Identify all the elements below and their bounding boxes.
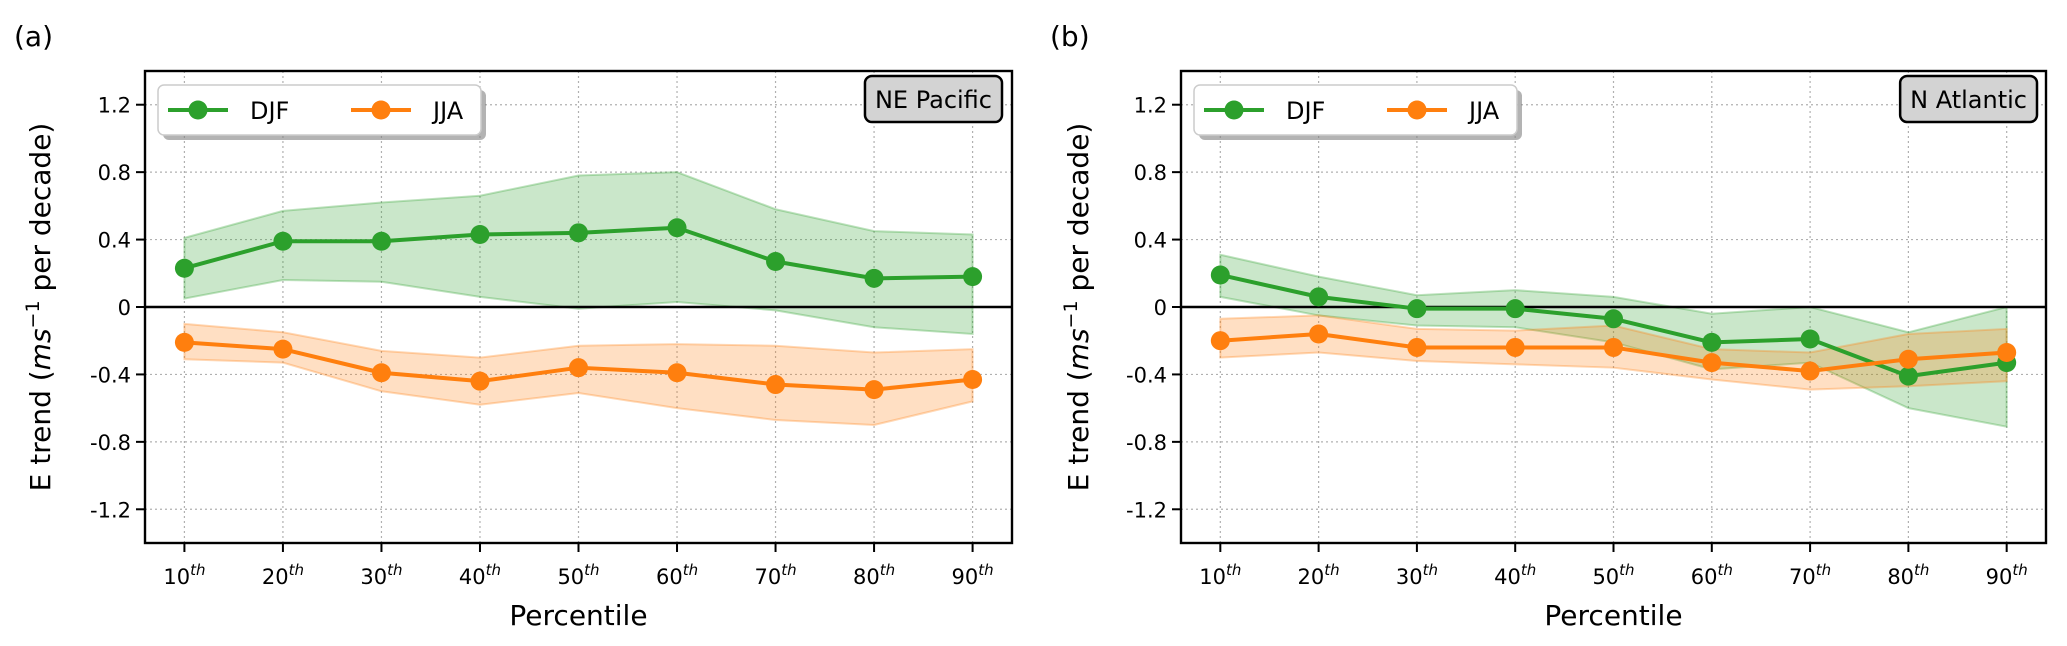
ytick-label: 1.2: [1134, 94, 1167, 118]
point-djf: [569, 223, 588, 243]
point-jja: [470, 371, 490, 391]
point-djf: [470, 225, 490, 245]
region-annotation-text: N Atlantic: [1910, 86, 2027, 114]
xtick-label: 60th: [656, 561, 698, 589]
y-axis-label: E trend (ms−1 per decade): [1060, 123, 1095, 492]
y-axis-label: E trend (ms−1 per decade): [22, 123, 57, 492]
xtick-label: 90th: [1986, 561, 2028, 589]
point-djf: [1800, 329, 1820, 349]
ytick-label: 0: [118, 296, 131, 320]
ytick-label: -1.2: [90, 498, 131, 522]
point-jja: [1407, 337, 1427, 357]
legend-label: JJA: [431, 97, 464, 125]
xtick-label: 30th: [1396, 561, 1438, 589]
point-jja: [569, 358, 588, 378]
point-jja: [1898, 349, 1918, 369]
legend-box: [1193, 84, 1518, 136]
ytick-label: 0: [1154, 296, 1167, 320]
ytick-label: 0.4: [98, 229, 131, 253]
legend-marker-icon: [188, 100, 208, 120]
point-djf: [1309, 287, 1329, 307]
point-jja: [864, 380, 884, 400]
point-jja: [766, 375, 786, 395]
legend: DJF JJA: [1193, 84, 1522, 140]
panel-label: (a): [14, 20, 53, 53]
ytick-label: -0.4: [90, 363, 131, 387]
point-djf: [1407, 299, 1427, 319]
xtick-label: 80th: [1887, 561, 1929, 589]
point-jja: [1309, 324, 1329, 344]
point-djf: [1505, 299, 1525, 319]
point-jja: [667, 363, 687, 383]
point-djf: [963, 267, 983, 287]
point-djf: [1210, 265, 1230, 285]
ytick-label: -1.2: [1126, 498, 1167, 522]
ytick-label: -0.8: [1126, 431, 1167, 455]
xtick-label: 50th: [557, 561, 599, 589]
point-jja: [1604, 337, 1623, 357]
point-djf: [1898, 366, 1918, 386]
point-djf: [766, 251, 786, 271]
region-annotation-box: [1898, 74, 2039, 124]
xtick-label: 80th: [853, 561, 895, 589]
point-djf: [1702, 332, 1722, 352]
point-jja: [963, 369, 983, 389]
point-jja: [1210, 331, 1230, 351]
legend-marker-icon: [1224, 100, 1244, 120]
xtick-label: 10th: [1199, 561, 1241, 589]
xtick-label: 70th: [754, 561, 796, 589]
point-jja: [371, 363, 391, 383]
legend-marker-icon: [1407, 100, 1427, 120]
x-axis-label: Percentile: [1544, 599, 1682, 632]
ytick-label: 1.2: [98, 94, 131, 118]
point-jja: [273, 339, 293, 359]
region-annotation-box: [863, 74, 1004, 124]
ytick-label: 0.8: [1134, 161, 1167, 185]
xtick-label: 30th: [360, 561, 402, 589]
xtick-label: 40th: [1494, 561, 1536, 589]
xtick-label: 70th: [1789, 561, 1831, 589]
point-jja: [1702, 353, 1722, 373]
x-axis-label: Percentile: [509, 599, 647, 632]
ytick-label: -0.8: [90, 431, 131, 455]
legend-label: DJF: [250, 97, 289, 125]
ytick-label: -0.4: [1126, 363, 1167, 387]
legend-marker-icon: [371, 100, 391, 120]
ytick-label: 0.4: [1134, 229, 1167, 253]
legend-item-jja: JJA: [351, 97, 464, 125]
point-djf: [667, 218, 687, 238]
region-annotation: N Atlantic: [1898, 74, 2039, 124]
legend-item-djf: DJF: [168, 97, 289, 125]
xtick-label: 90th: [952, 561, 994, 589]
point-jja: [1997, 343, 2017, 363]
xtick-label: 50th: [1592, 561, 1634, 589]
panel-b: (b) 1.2 0.8 0.4 0 -0.4 -0.8 -1.2 10th 20th 30th 40t…: [1050, 20, 2048, 632]
xtick-label: 20th: [1298, 561, 1340, 589]
point-djf: [273, 231, 293, 251]
panel-label: (b): [1050, 20, 1090, 53]
point-jja: [174, 332, 194, 352]
band-djf: [183, 171, 974, 336]
xtick-label: 10th: [163, 561, 205, 589]
xtick-label: 20th: [262, 561, 304, 589]
legend-item-djf: DJF: [1204, 97, 1325, 125]
legend-label: DJF: [1286, 97, 1325, 125]
panel-a: (a) 1.2 0.8 0.4 0 -0.4 -0.8 -1.2 10th 20th 30th 40t…: [14, 20, 1014, 632]
legend-box: [157, 84, 482, 136]
legend: DJF JJA: [157, 84, 486, 140]
xtick-label: 40th: [459, 561, 501, 589]
legend-item-jja: JJA: [1387, 97, 1500, 125]
point-djf: [174, 258, 194, 278]
ytick-label: 0.8: [98, 161, 131, 185]
point-jja: [1505, 337, 1525, 357]
point-jja: [1800, 361, 1820, 381]
point-djf: [371, 231, 391, 251]
point-djf: [864, 268, 884, 288]
point-djf: [1604, 309, 1623, 329]
region-annotation: NE Pacific: [863, 74, 1004, 124]
legend-label: JJA: [1467, 97, 1500, 125]
xtick-label: 60th: [1691, 561, 1733, 589]
region-annotation-text: NE Pacific: [875, 86, 992, 114]
